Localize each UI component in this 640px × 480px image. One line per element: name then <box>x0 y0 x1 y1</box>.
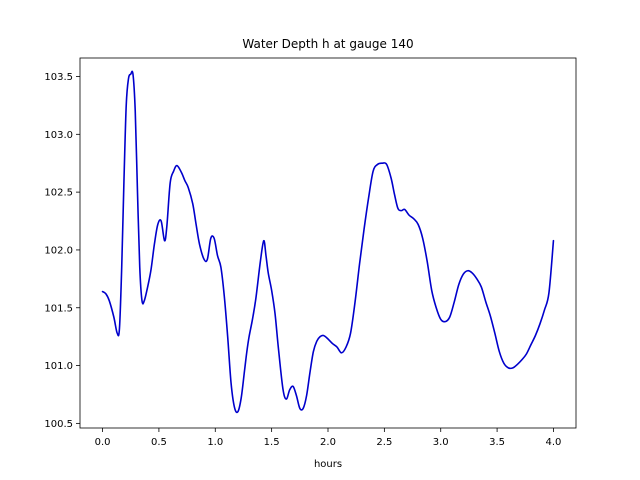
y-tick-label: 101.0 <box>44 361 73 372</box>
x-tick-label: 3.5 <box>489 437 505 448</box>
chart-title: Water Depth h at gauge 140 <box>242 37 413 51</box>
x-tick-label: 0.5 <box>151 437 167 448</box>
y-tick-label: 103.0 <box>44 130 73 141</box>
y-axis: 100.5 101.0 101.5 102.0 102.5 103.0 103.5 <box>44 72 80 430</box>
y-tick-label: 102.0 <box>44 245 73 256</box>
y-tick-label: 100.5 <box>44 419 73 430</box>
series-line <box>101 70 555 414</box>
x-axis: 0.0 0.5 1.0 1.5 2.0 2.5 3.0 3.5 4.0 <box>95 428 562 448</box>
x-tick-label: 2.5 <box>376 437 392 448</box>
x-tick-label: 0.0 <box>95 437 111 448</box>
y-tick-label: 102.5 <box>44 188 73 199</box>
x-tick-label: 1.5 <box>264 437 280 448</box>
x-tick-label: 4.0 <box>546 437 562 448</box>
plot-frame <box>79 57 577 429</box>
x-axis-label: hours <box>314 459 342 470</box>
y-tick-label: 101.5 <box>44 303 73 314</box>
x-tick-label: 3.0 <box>433 437 449 448</box>
x-tick-label: 1.0 <box>207 437 223 448</box>
x-tick-label: 2.0 <box>320 437 336 448</box>
y-tick-label: 103.5 <box>44 72 73 83</box>
